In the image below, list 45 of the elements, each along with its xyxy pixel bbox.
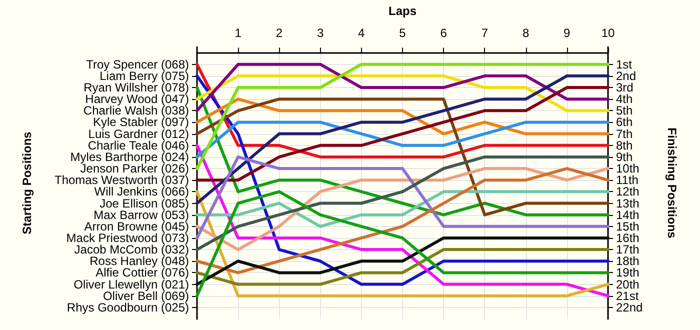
- y2-tick-label: 11th: [616, 173, 638, 188]
- y2-tick-label: 7th: [616, 126, 633, 141]
- line-series: [196, 236, 610, 286]
- y2-tick-label: 5th: [616, 104, 633, 118]
- y2-tick-label: 17th: [616, 242, 640, 257]
- y2-tick-label: 2nd: [616, 68, 636, 83]
- y2-tick-label: 12th: [616, 184, 640, 199]
- y2-tick-label: 6th: [616, 115, 633, 130]
- y2-tick-label: 9th: [616, 150, 633, 164]
- x-tick-label: 9: [564, 26, 571, 40]
- x-tick-label: 3: [316, 26, 324, 40]
- y2-tick-label: 19th: [616, 266, 640, 280]
- y2-tick-label: 21st: [616, 288, 640, 303]
- x-tick-label: 4: [358, 26, 366, 40]
- y2-tick-label: 8th: [616, 138, 633, 152]
- y2-tick-label: 13th: [616, 196, 640, 210]
- y2-tick-label: 14th: [616, 208, 640, 222]
- y2-tick-label: 16th: [616, 230, 640, 245]
- y2-tick-label: 1st: [616, 57, 633, 72]
- x-tick-label: 1: [234, 26, 242, 40]
- line-series: [196, 62, 610, 112]
- line-series: [196, 190, 610, 228]
- y2-tick-label: 10th: [616, 162, 640, 176]
- y2-tick-label: 22nd: [616, 300, 643, 314]
- x-tick-label: 5: [399, 26, 406, 40]
- y2-tick-label: 15th: [616, 219, 640, 234]
- x-tick-label: 6: [440, 26, 448, 40]
- text: Starting Positions: [20, 131, 34, 234]
- x-tick-label: 2: [276, 26, 283, 40]
- line-series: [196, 74, 610, 205]
- y2-tick-label: 20th: [616, 277, 640, 292]
- y2-tick-label: 4th: [616, 92, 633, 106]
- line-series: [196, 98, 610, 136]
- text: Troy Spencer (068): [86, 57, 189, 72]
- x-tick-label: 8: [522, 26, 530, 40]
- line-series: [196, 120, 610, 158]
- y2-axis-title: Finishing Positions: [665, 128, 679, 239]
- line-series: [196, 86, 610, 182]
- y2-tick-label: 3rd: [616, 80, 634, 95]
- x-tick-label: 7: [481, 26, 488, 40]
- y2-tick-label: 18th: [616, 254, 640, 268]
- x-tick-label: 10: [601, 26, 615, 40]
- line-series: [196, 74, 610, 112]
- x-axis-title: Laps: [388, 4, 417, 18]
- line-series: [196, 167, 610, 274]
